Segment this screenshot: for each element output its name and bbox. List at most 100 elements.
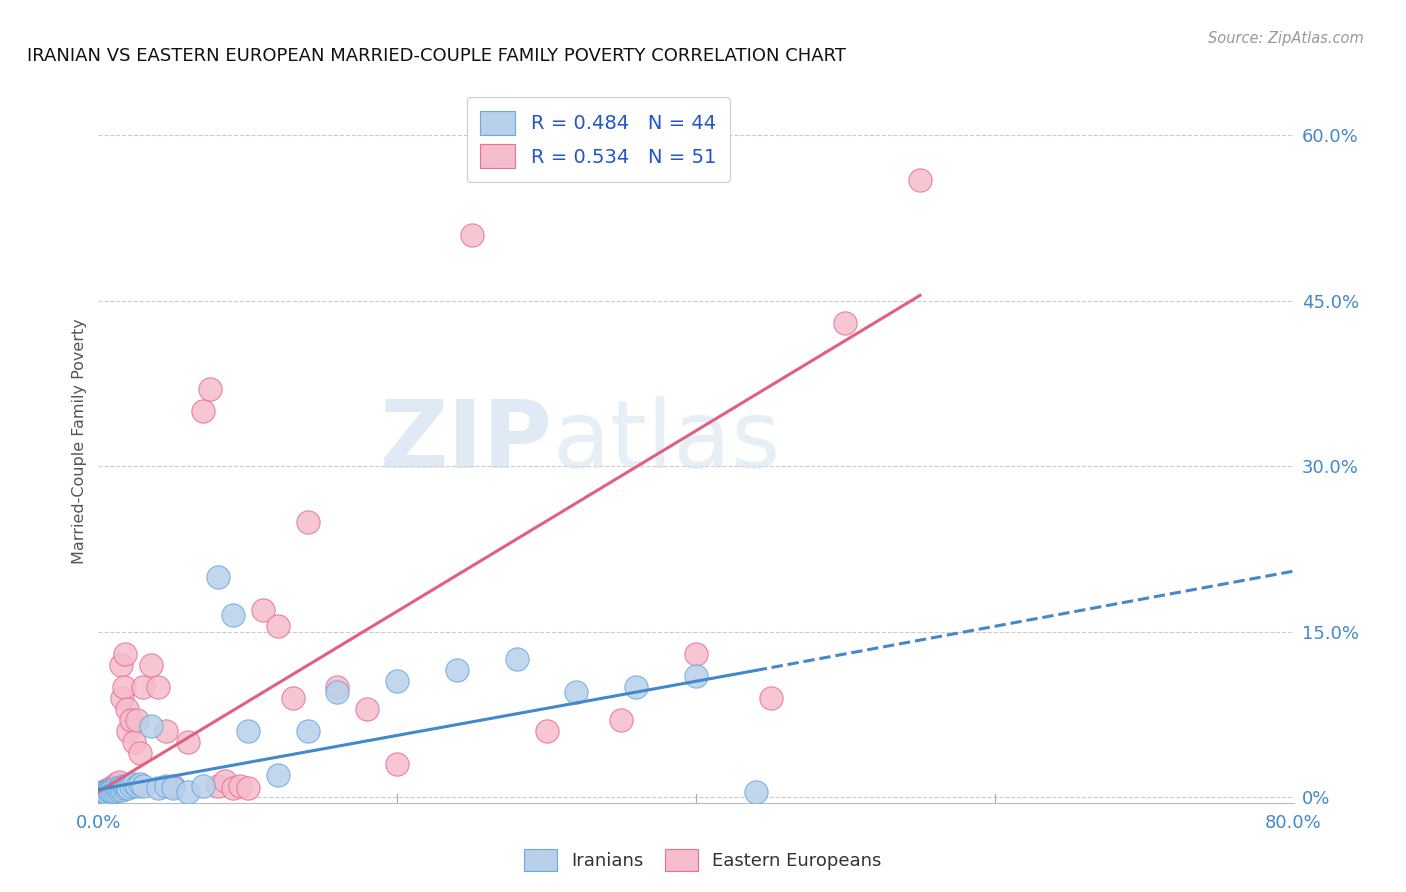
- Point: [96, 782, 118, 797]
- Point: [114, 779, 136, 793]
- Point: [105, 781, 128, 796]
- Point: [107, 779, 129, 793]
- Point: [155, 779, 177, 793]
- Point: [107, 782, 129, 797]
- Point: [252, 603, 274, 617]
- Point: [626, 680, 648, 694]
- Point: [326, 680, 349, 694]
- Text: ZIP: ZIP: [380, 395, 553, 488]
- Point: [191, 779, 214, 793]
- Point: [112, 680, 135, 694]
- Point: [162, 779, 184, 793]
- Point: [124, 735, 146, 749]
- Point: [89, 787, 111, 801]
- Point: [124, 777, 146, 791]
- Point: [222, 608, 245, 623]
- Point: [461, 227, 484, 242]
- Text: Source: ZipAtlas.com: Source: ZipAtlas.com: [1208, 31, 1364, 46]
- Point: [110, 780, 132, 795]
- Point: [101, 782, 124, 797]
- Point: [236, 781, 259, 796]
- Point: [446, 664, 468, 678]
- Point: [103, 781, 125, 796]
- Point: [214, 773, 236, 788]
- Point: [139, 657, 162, 672]
- Point: [191, 404, 214, 418]
- Point: [236, 724, 259, 739]
- Point: [90, 787, 112, 801]
- Point: [94, 785, 117, 799]
- Point: [114, 647, 136, 661]
- Point: [98, 783, 122, 797]
- Point: [115, 780, 138, 795]
- Point: [297, 724, 319, 739]
- Point: [97, 783, 120, 797]
- Point: [111, 691, 134, 706]
- Point: [267, 619, 290, 633]
- Point: [326, 685, 349, 699]
- Point: [297, 515, 319, 529]
- Point: [93, 785, 115, 799]
- Point: [103, 785, 125, 799]
- Point: [105, 777, 128, 791]
- Point: [385, 674, 409, 689]
- Point: [685, 669, 707, 683]
- Point: [115, 702, 138, 716]
- Point: [200, 382, 222, 396]
- Point: [229, 779, 252, 793]
- Point: [281, 691, 304, 706]
- Point: [610, 713, 633, 727]
- Point: [834, 316, 856, 330]
- Point: [745, 785, 768, 799]
- Point: [110, 657, 132, 672]
- Point: [111, 782, 134, 797]
- Point: [101, 782, 124, 797]
- Point: [908, 172, 931, 186]
- Point: [97, 783, 120, 797]
- Y-axis label: Married-Couple Family Poverty: Married-Couple Family Poverty: [72, 318, 87, 565]
- Point: [129, 777, 152, 791]
- Point: [91, 786, 114, 800]
- Point: [132, 680, 155, 694]
- Point: [132, 779, 155, 793]
- Point: [104, 783, 127, 797]
- Point: [127, 713, 149, 727]
- Point: [155, 724, 177, 739]
- Point: [104, 779, 127, 793]
- Legend: R = 0.484   N = 44, R = 0.534   N = 51: R = 0.484 N = 44, R = 0.534 N = 51: [467, 97, 730, 182]
- Point: [96, 786, 118, 800]
- Point: [90, 786, 112, 800]
- Point: [207, 569, 229, 583]
- Point: [685, 647, 707, 661]
- Point: [222, 781, 245, 796]
- Point: [506, 652, 529, 666]
- Point: [89, 788, 111, 802]
- Point: [177, 785, 200, 799]
- Point: [108, 781, 131, 796]
- Point: [112, 781, 135, 796]
- Text: IRANIAN VS EASTERN EUROPEAN MARRIED-COUPLE FAMILY POVERTY CORRELATION CHART: IRANIAN VS EASTERN EUROPEAN MARRIED-COUP…: [27, 47, 846, 65]
- Point: [108, 775, 131, 789]
- Text: atlas: atlas: [553, 395, 780, 488]
- Point: [93, 783, 115, 797]
- Point: [162, 781, 184, 796]
- Point: [148, 680, 170, 694]
- Point: [127, 779, 149, 793]
- Point: [120, 779, 142, 793]
- Point: [129, 746, 152, 760]
- Point: [120, 713, 142, 727]
- Point: [94, 785, 117, 799]
- Point: [177, 735, 200, 749]
- Point: [117, 781, 139, 796]
- Legend: Iranians, Eastern Europeans: Iranians, Eastern Europeans: [517, 842, 889, 879]
- Point: [267, 768, 290, 782]
- Point: [148, 781, 170, 796]
- Point: [98, 781, 122, 796]
- Point: [536, 724, 558, 739]
- Point: [385, 757, 409, 772]
- Point: [207, 779, 229, 793]
- Point: [139, 718, 162, 732]
- Point: [91, 785, 114, 799]
- Point: [117, 724, 139, 739]
- Point: [565, 685, 588, 699]
